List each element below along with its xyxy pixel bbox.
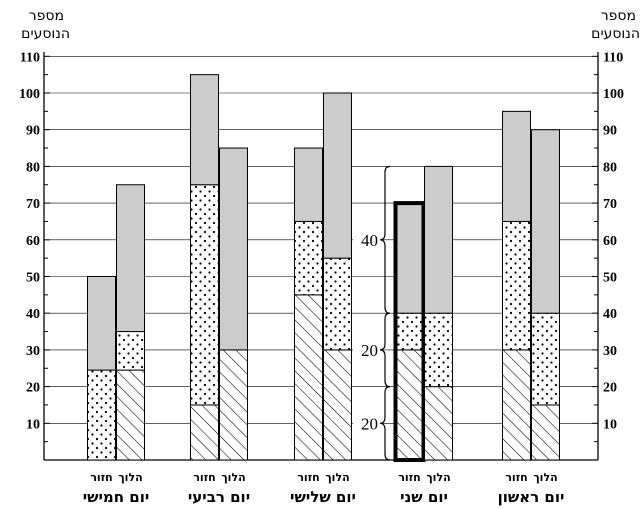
bar-2-return-dotted — [294, 220, 323, 296]
x-label-outbound-4: הלוך — [118, 471, 142, 484]
bar-1-outbound-dotted — [424, 312, 453, 388]
left-tick-label-30: 30 — [26, 344, 40, 359]
left-tick-label-60: 60 — [26, 234, 40, 249]
right-tick-label-40: 40 — [603, 307, 617, 322]
tick-labels: 10 10 20 20 30 30 40 40 50 50 60 60 70 70 80 80 90 90 100 1… — [19, 50, 624, 432]
bar-1-return-dotted — [395, 312, 424, 351]
bar-3-outbound-hatched — [219, 349, 248, 461]
annotation-bg-1 — [353, 338, 380, 361]
bar-2-return-gray — [294, 147, 323, 222]
bar-1-outbound-hatched — [424, 386, 453, 461]
bar-0-outbound-gray — [531, 129, 560, 314]
annotations: 40 20 20 — [353, 165, 391, 461]
right-tick-label-50: 50 — [603, 271, 617, 286]
bar-3-return-hatched — [190, 404, 219, 461]
bar-0-return-hatched — [502, 349, 531, 461]
x-label-return-4: חזור — [90, 471, 112, 484]
x-label-day-0: יום ראשון — [498, 488, 565, 506]
x-labels: חזור הלוך יום ראשון חזור הלוך יום שני חזור הלוך… — [83, 471, 565, 506]
bar-0-return-gray — [502, 110, 531, 222]
x-label-outbound-3: הלוך — [221, 471, 245, 484]
x-label-return-0: חזור — [505, 471, 527, 484]
left-tick-label-20: 20 — [26, 381, 40, 396]
bars — [87, 74, 560, 462]
annotation-bg-2 — [353, 412, 380, 435]
bar-2-outbound-dotted — [323, 257, 352, 351]
left-tick-label-80: 80 — [26, 160, 40, 175]
y-axis-title-left-line2: הנוסעים — [21, 26, 70, 42]
bar-4-outbound-gray — [116, 184, 145, 333]
x-label-day-4: יום חמישי — [83, 488, 150, 506]
y-axis-title-left-line1: מספר — [29, 8, 64, 24]
left-tick-label-40: 40 — [26, 307, 40, 322]
right-tick-label-100: 100 — [603, 87, 624, 102]
left-tick-label-100: 100 — [19, 87, 40, 102]
x-label-outbound-1: הלוך — [426, 471, 450, 484]
y-axis-title-right-line2: הנוסעים — [591, 26, 640, 42]
left-tick-label-10: 10 — [26, 417, 40, 432]
annotation-label-2: 20 — [361, 414, 378, 433]
bar-2-return-hatched — [294, 294, 323, 461]
left-tick-label-90: 90 — [26, 124, 40, 139]
right-tick-label-60: 60 — [603, 234, 617, 249]
bar-3-outbound-gray — [219, 147, 248, 351]
bar-0-outbound-hatched — [531, 404, 560, 461]
bar-2-outbound-hatched — [323, 349, 352, 461]
x-label-day-1: יום שני — [400, 488, 448, 506]
bar-4-outbound-dotted — [116, 331, 145, 371]
annotation-label-1: 20 — [361, 341, 378, 360]
x-label-outbound-0: הלוך — [533, 471, 557, 484]
x-label-return-3: חזור — [193, 471, 215, 484]
bar-2-outbound-gray — [323, 92, 352, 259]
right-tick-label-90: 90 — [603, 124, 617, 139]
annotation-bg-0 — [353, 228, 380, 251]
right-tick-label-20: 20 — [603, 381, 617, 396]
x-label-outbound-2: הלוך — [325, 471, 349, 484]
bar-3-return-gray — [190, 74, 219, 186]
x-label-day-3: יום רביעי — [188, 488, 250, 506]
annotation-label-0: 40 — [361, 231, 378, 250]
bar-1-return-gray — [395, 202, 424, 314]
bar-4-outbound-hatched — [116, 369, 145, 461]
left-tick-label-50: 50 — [26, 271, 40, 286]
bar-1-outbound-gray — [424, 165, 453, 314]
x-label-day-2: יום שלישי — [290, 488, 356, 506]
bar-4-return-gray — [87, 276, 116, 371]
right-tick-label-30: 30 — [603, 344, 617, 359]
bar-4-return-dotted — [87, 369, 116, 461]
y-axis-title-right-line1: מספר — [601, 8, 636, 24]
right-tick-label-10: 10 — [603, 417, 617, 432]
right-tick-label-110: 110 — [603, 50, 623, 65]
right-tick-label-80: 80 — [603, 160, 617, 175]
right-tick-label-70: 70 — [603, 197, 617, 212]
bar-0-outbound-dotted — [531, 312, 560, 406]
x-label-return-1: חזור — [398, 471, 420, 484]
bar-3-return-dotted — [190, 184, 219, 406]
bar-1-return-hatched — [395, 349, 424, 461]
left-tick-label-110: 110 — [20, 50, 40, 65]
bar-0-return-dotted — [502, 220, 531, 351]
highlight-outline-bar — [393, 201, 426, 462]
x-label-return-2: חזור — [297, 471, 319, 484]
left-tick-label-70: 70 — [26, 197, 40, 212]
